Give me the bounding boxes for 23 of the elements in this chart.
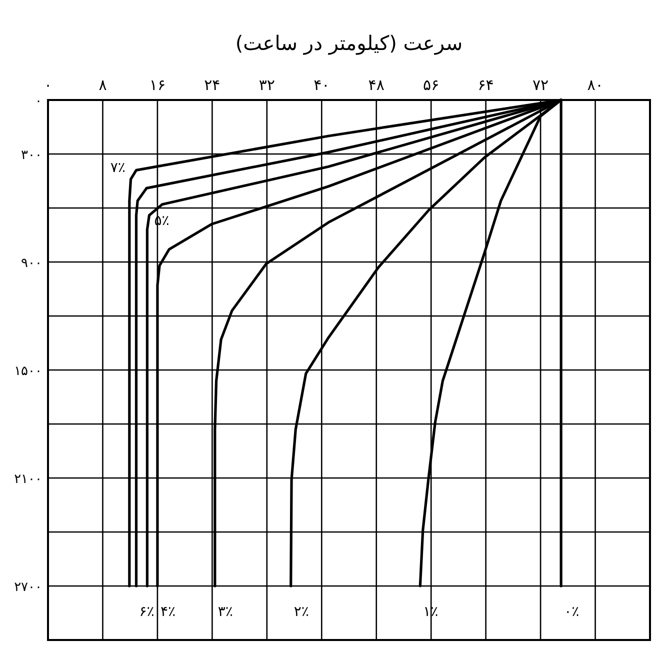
series-label: ۲٪ (294, 604, 309, 620)
series-label: ۰٪ (564, 604, 580, 620)
x-tick-label: ۴۰ (314, 76, 330, 94)
series-label: ۴٪ (160, 604, 176, 620)
y-tick-label: ۲۷۰۰ (14, 580, 42, 595)
y-tick-label: ۲۱۰۰ (14, 472, 42, 487)
x-tick-label: ۳۲ (258, 76, 275, 94)
y-tick-label: ۳۰۰ (21, 148, 42, 163)
x-tick-label: ۵۶ (423, 76, 440, 94)
y-tick-label: ۱۵۰۰ (14, 364, 42, 379)
series-label: ۷٪ (110, 160, 126, 176)
x-tick-label: ۷۲ (532, 76, 549, 94)
x-tick-label: ۸۰ (587, 76, 604, 94)
x-tick-label: ۴۸ (368, 76, 384, 94)
x-tick-label: ۶۴ (478, 76, 494, 94)
series-label: ۳٪ (218, 604, 233, 620)
x-axis-title: سرعت (کیلومتر در ساعت) (235, 31, 463, 55)
y-tick-label: ۹۰۰ (21, 256, 42, 271)
x-tick-label: ۸ (98, 76, 107, 94)
y-tick-label: ۰ (35, 94, 42, 109)
x-tick-label: ۱۶ (149, 76, 166, 94)
x-tick-label: ۲۴ (204, 76, 220, 94)
series-label: ۶٪ (139, 604, 154, 620)
